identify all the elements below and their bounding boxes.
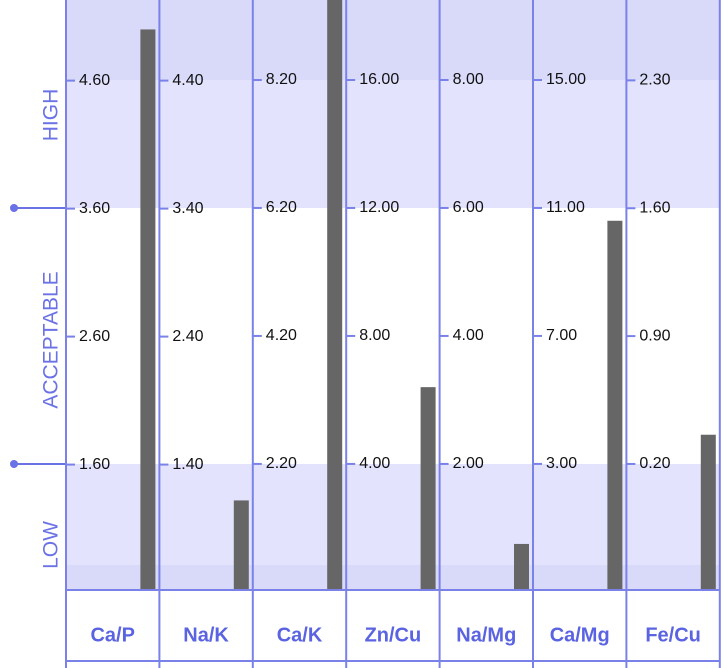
bar — [514, 543, 529, 590]
y-tick-label: 15.00 — [546, 71, 586, 88]
category-label: Na/Mg — [456, 624, 516, 646]
y-tick-label: 8.20 — [266, 71, 297, 88]
zone-label: LOW — [40, 521, 63, 569]
category-label: Ca/K — [277, 624, 323, 646]
bar — [327, 0, 343, 590]
y-tick-label: 8.00 — [359, 327, 390, 344]
bar — [700, 434, 716, 590]
y-tick-label: 12.00 — [359, 199, 399, 216]
y-tick-label: 4.00 — [453, 327, 484, 344]
category-label: Zn/Cu — [365, 624, 422, 646]
bar — [607, 220, 623, 590]
y-tick-label: 16.00 — [359, 71, 399, 88]
zone-label: ACCEPTABLE — [40, 271, 63, 408]
category-label: Ca/P — [90, 624, 134, 646]
bar — [420, 387, 436, 590]
y-tick-label: 2.20 — [266, 455, 297, 472]
category-label: Ca/Mg — [550, 624, 610, 646]
zone-marker — [10, 460, 18, 468]
bar — [233, 500, 249, 590]
bar — [140, 29, 156, 590]
y-tick-label: 0.20 — [639, 455, 670, 472]
y-tick-label: 0.90 — [639, 327, 670, 344]
y-tick-label: 4.40 — [172, 72, 203, 89]
y-tick-label: 7.00 — [546, 327, 577, 344]
category-label: Fe/Cu — [645, 624, 701, 646]
y-tick-label: 1.60 — [79, 456, 110, 473]
y-tick-label: 3.40 — [172, 200, 203, 217]
y-tick-label: 2.40 — [172, 328, 203, 345]
y-tick-label: 11.00 — [546, 199, 585, 216]
high-band — [66, 80, 720, 208]
y-tick-label: 3.00 — [546, 455, 577, 472]
y-tick-label: 6.20 — [266, 199, 297, 216]
y-tick-label: 4.00 — [359, 455, 390, 472]
category-label: Na/K — [183, 624, 229, 646]
y-tick-label: 6.00 — [453, 199, 484, 216]
y-tick-label: 3.60 — [79, 200, 110, 217]
y-tick-label: 1.60 — [639, 199, 670, 216]
y-tick-label: 2.60 — [79, 328, 110, 345]
y-tick-label: 2.00 — [453, 455, 484, 472]
y-tick-label: 8.00 — [453, 71, 484, 88]
y-tick-label: 1.40 — [172, 456, 203, 473]
y-tick-label: 4.60 — [79, 72, 110, 89]
high-band-dark — [66, 0, 720, 80]
y-tick-label: 2.30 — [639, 72, 670, 89]
zone-marker — [10, 204, 18, 212]
zone-label: HIGH — [40, 89, 63, 142]
y-tick-label: 4.20 — [266, 327, 297, 344]
